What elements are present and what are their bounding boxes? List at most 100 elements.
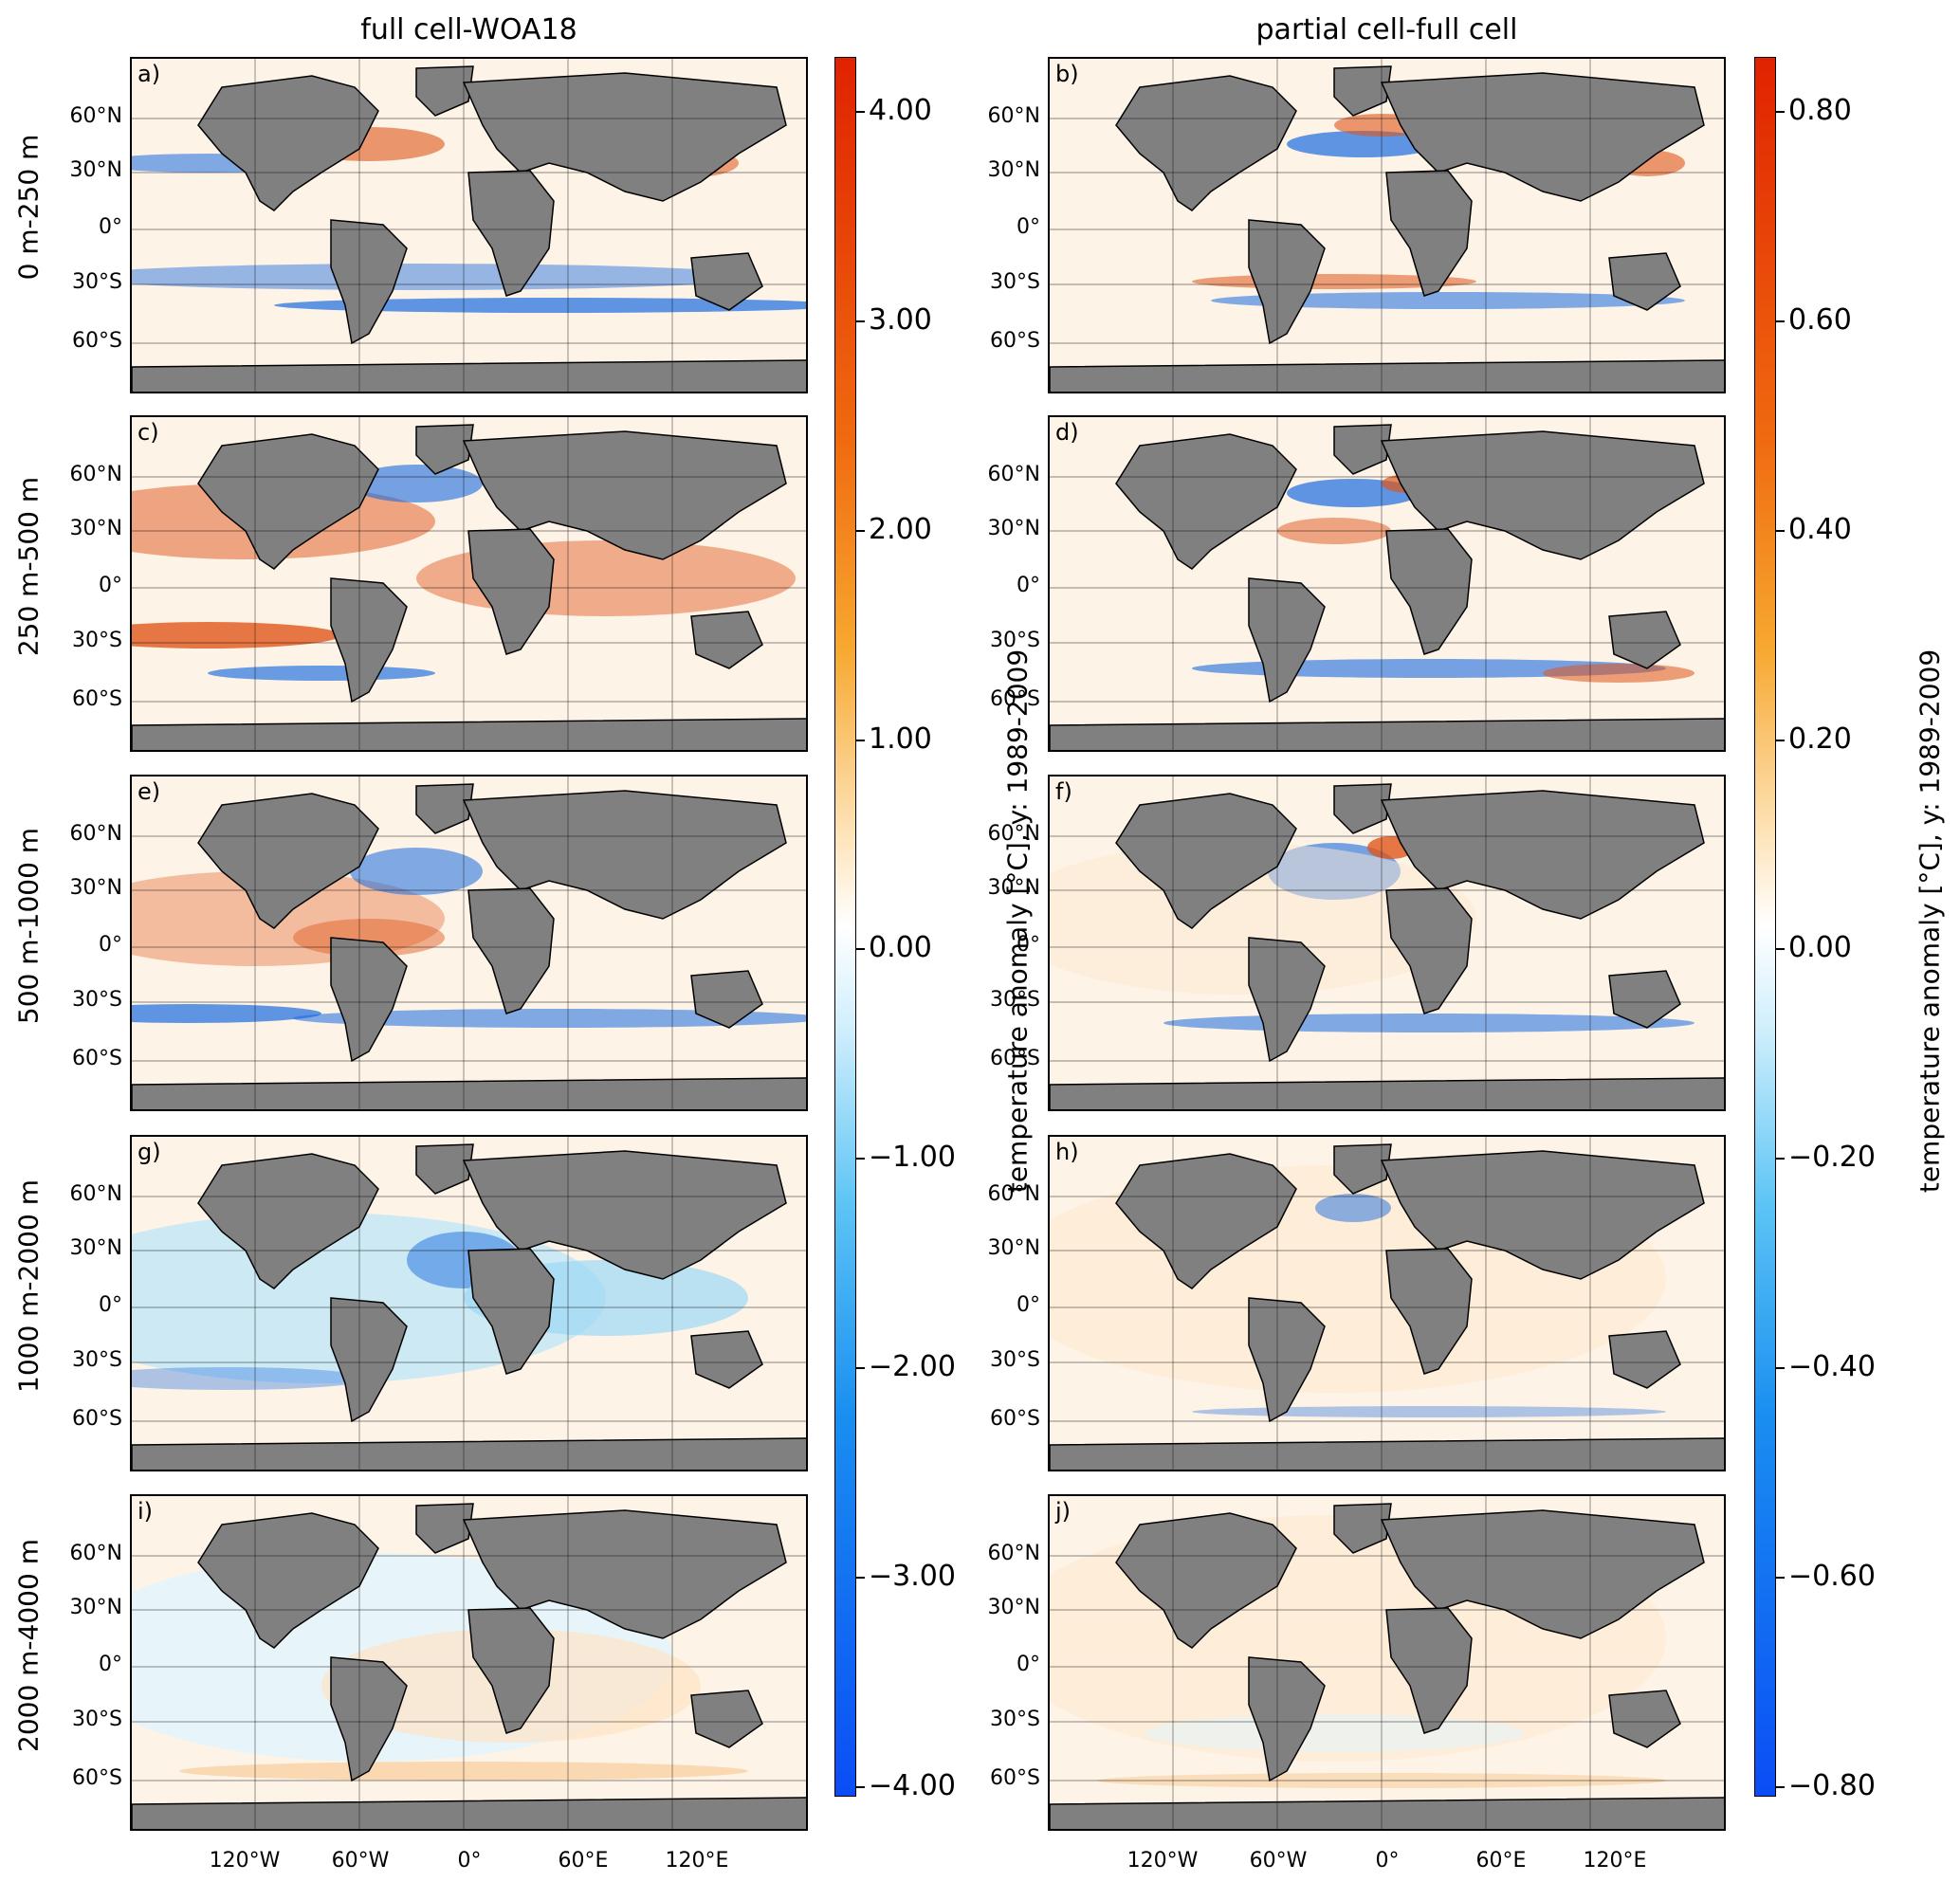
colorbar-left <box>834 57 856 1797</box>
anomaly-field <box>132 1367 369 1390</box>
lat-label: 60°S <box>72 329 122 353</box>
land-mass <box>1248 1656 1326 1782</box>
panel-letter: e) <box>137 778 161 805</box>
land-mass <box>462 1150 787 1280</box>
lat-label: 60°S <box>72 1407 122 1431</box>
colorbar-right <box>1754 57 1776 1797</box>
lat-label: 60°N <box>987 1542 1040 1565</box>
lat-label: 60°N <box>987 463 1040 486</box>
colorbar-tick-label: −0.60 <box>1788 1560 1876 1593</box>
lon-label: 60°E <box>558 1849 609 1873</box>
row-label-4: 1000 m-2000 m <box>12 1179 45 1393</box>
land-mass <box>1050 718 1724 750</box>
colorbar-tick-label: −1.00 <box>869 1141 956 1174</box>
colorbar-tick-mark <box>1775 1786 1785 1788</box>
anomaly-field <box>350 848 483 895</box>
land-mass <box>132 1797 806 1829</box>
colorbar-tick-mark <box>1775 740 1785 741</box>
lat-label: 60°N <box>987 104 1040 128</box>
land-mass <box>330 937 408 1063</box>
colorbar-tick-mark <box>1775 111 1785 113</box>
lat-label: 30°N <box>987 1596 1040 1619</box>
land-mass <box>1608 970 1681 1029</box>
lat-label: 30°S <box>990 1348 1040 1372</box>
lon-label: 120°E <box>665 1849 729 1873</box>
land-mass <box>1248 577 1326 703</box>
panel-letter: b) <box>1055 61 1079 87</box>
lat-label: 0° <box>99 1653 122 1676</box>
colorbar-tick-label: 0.40 <box>1788 513 1852 546</box>
lat-label: 0° <box>1017 1293 1040 1317</box>
map-canvas <box>1050 1137 1724 1470</box>
map-canvas <box>1050 417 1724 750</box>
colorbar-tick-label: −0.40 <box>1788 1350 1876 1383</box>
anomaly-field <box>132 622 340 649</box>
lat-label: 60°S <box>72 1766 122 1790</box>
colorbar-tick-label: 0.00 <box>869 931 932 964</box>
land-mass <box>1380 72 1705 202</box>
colorbar-tick-mark <box>855 320 865 322</box>
map-canvas <box>132 1496 806 1829</box>
map-panel-a: a) <box>130 57 808 393</box>
land-mass <box>1380 430 1705 560</box>
lat-label: 60°N <box>987 822 1040 846</box>
colorbar-right-label: temperature anomaly [°C], y: 1989-2009 <box>1914 649 1946 1194</box>
land-mass <box>690 252 763 311</box>
lat-label: 30°S <box>990 988 1040 1012</box>
anomaly-field <box>1163 1014 1694 1032</box>
land-mass <box>1115 75 1297 211</box>
lat-label: 30°N <box>987 876 1040 900</box>
anomaly-field <box>1315 1194 1391 1222</box>
lon-label: 0° <box>1375 1849 1400 1873</box>
anomaly-field <box>1211 292 1685 309</box>
map-panel-c: c) <box>130 415 808 752</box>
lat-label: 0° <box>1017 933 1040 957</box>
land-mass <box>1608 252 1681 311</box>
colorbar-tick-mark <box>1775 948 1785 950</box>
panel-letter: j) <box>1055 1498 1072 1525</box>
lat-label: 30°N <box>69 517 122 540</box>
colorbar-tick-label: 4.00 <box>869 94 932 127</box>
land-mass <box>462 72 787 202</box>
land-mass <box>330 577 408 703</box>
lat-label: 0° <box>99 1293 122 1317</box>
panel-letter: h) <box>1055 1139 1079 1165</box>
lat-label: 30°S <box>990 270 1040 294</box>
land-mass <box>690 970 763 1029</box>
land-mass <box>330 219 408 345</box>
lat-label: 60°N <box>987 1182 1040 1206</box>
lat-label: 60°S <box>72 1047 122 1070</box>
lat-label: 60°S <box>990 687 1040 711</box>
colorbar-tick-mark <box>1775 1158 1785 1160</box>
colorbar-tick-label: 2.00 <box>869 513 932 546</box>
panel-letter: i) <box>137 1498 154 1525</box>
lat-label: 0° <box>99 574 122 597</box>
lat-label: 60°N <box>69 822 122 846</box>
map-panel-f: f) <box>1048 775 1726 1111</box>
lat-label: 30°S <box>72 629 122 652</box>
map-canvas <box>1050 1496 1724 1829</box>
colorbar-tick-label: 0.60 <box>1788 303 1852 337</box>
lat-label: 60°S <box>990 1407 1040 1431</box>
colorbar-tick-label: −2.00 <box>869 1350 956 1383</box>
lat-label: 30°N <box>69 1596 122 1619</box>
colorbar-tick-label: −0.80 <box>1788 1769 1876 1802</box>
row-label-1: 0 m-250 m <box>12 134 45 281</box>
land-mass <box>462 790 787 920</box>
land-mass <box>462 1509 787 1639</box>
land-mass <box>1115 1512 1297 1649</box>
colorbar-tick-label: −3.00 <box>869 1560 956 1593</box>
column-title-right: partial cell-full cell <box>1255 13 1518 46</box>
lat-label: 30°N <box>987 1236 1040 1260</box>
map-panel-h: h) <box>1048 1135 1726 1471</box>
anomaly-field <box>1543 664 1694 683</box>
land-mass <box>462 430 787 560</box>
lat-label: 30°S <box>72 270 122 294</box>
colorbar-tick-label: 3.00 <box>869 303 932 337</box>
panel-letter: d) <box>1055 419 1079 446</box>
colorbar-tick-mark <box>855 948 865 950</box>
row-label-3: 500 m-1000 m <box>12 827 45 1025</box>
colorbar-tick-mark <box>855 1158 865 1160</box>
land-mass <box>1608 1690 1681 1748</box>
land-mass <box>132 718 806 750</box>
